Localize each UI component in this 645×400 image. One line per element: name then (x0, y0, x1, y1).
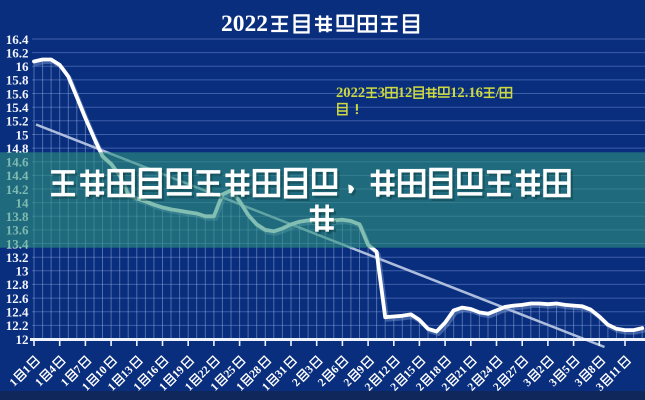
svg-text:3: 3 (378, 85, 385, 101)
svg-text:15: 15 (16, 127, 30, 142)
svg-text:15.4: 15.4 (6, 100, 29, 115)
svg-text:16.2: 16.2 (6, 45, 29, 60)
svg-text:12.8: 12.8 (6, 277, 29, 292)
svg-text:15.6: 15.6 (6, 86, 29, 101)
svg-text:12: 12 (398, 85, 413, 101)
svg-text:2022: 2022 (336, 85, 365, 101)
svg-text:12.16: 12.16 (450, 85, 483, 101)
svg-text:12.4: 12.4 (6, 305, 29, 320)
svg-text:15.2: 15.2 (6, 114, 29, 129)
svg-text:13: 13 (16, 264, 30, 279)
svg-text:14.8: 14.8 (6, 141, 29, 156)
svg-text:12.6: 12.6 (6, 291, 29, 306)
svg-text:16: 16 (16, 59, 30, 74)
svg-text:16.4: 16.4 (6, 32, 29, 47)
svg-text:2022: 2022 (221, 11, 268, 37)
svg-text:15.8: 15.8 (6, 73, 29, 88)
svg-text:12: 12 (16, 332, 29, 347)
svg-text:/: / (495, 85, 501, 101)
svg-text:13.2: 13.2 (6, 250, 29, 265)
svg-text:12.2: 12.2 (6, 318, 29, 333)
